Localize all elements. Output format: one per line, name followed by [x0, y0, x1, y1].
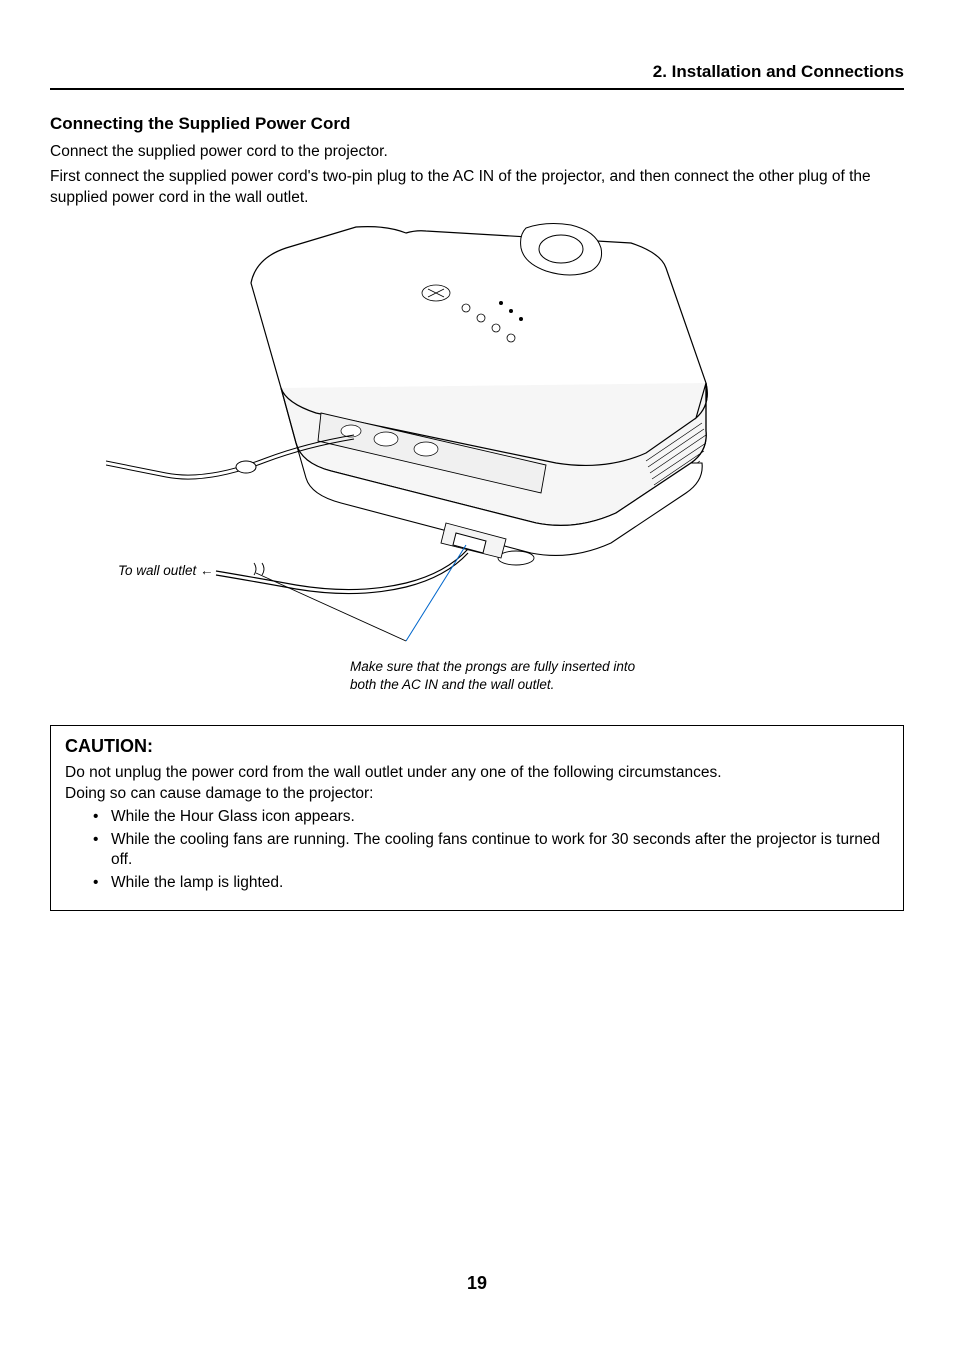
- caution-title: CAUTION:: [65, 736, 889, 757]
- caution-box: CAUTION: Do not unplug the power cord fr…: [50, 725, 904, 912]
- caption-line-2: both the AC IN and the wall outlet.: [350, 677, 554, 692]
- section-title: Connecting the Supplied Power Cord: [50, 114, 904, 134]
- page-number: 19: [0, 1273, 954, 1294]
- caution-bullet-1: While the Hour Glass icon appears.: [93, 807, 889, 828]
- wall-outlet-label: To wall outlet ←: [118, 563, 214, 578]
- caption-line-1: Make sure that the prongs are fully inse…: [350, 659, 635, 674]
- figure-container: To wall outlet ← Make sure that the pron…: [50, 213, 904, 713]
- figure-caption: Make sure that the prongs are fully inse…: [350, 658, 635, 694]
- chapter-header: 2. Installation and Connections: [50, 62, 904, 90]
- projector-illustration: [106, 213, 756, 643]
- caution-text-1: Do not unplug the power cord from the wa…: [65, 763, 889, 784]
- caution-bullet-2: While the cooling fans are running. The …: [93, 830, 889, 872]
- intro-paragraph-2: First connect the supplied power cord's …: [50, 167, 904, 209]
- intro-paragraph-1: Connect the supplied power cord to the p…: [50, 142, 904, 163]
- document-page: 2. Installation and Connections Connecti…: [0, 0, 954, 1348]
- caution-text-2: Doing so can cause damage to the project…: [65, 784, 889, 805]
- chapter-title: 2. Installation and Connections: [653, 62, 904, 81]
- caution-bullet-3: While the lamp is lighted.: [93, 873, 889, 894]
- caution-bullet-list: While the Hour Glass icon appears. While…: [65, 807, 889, 895]
